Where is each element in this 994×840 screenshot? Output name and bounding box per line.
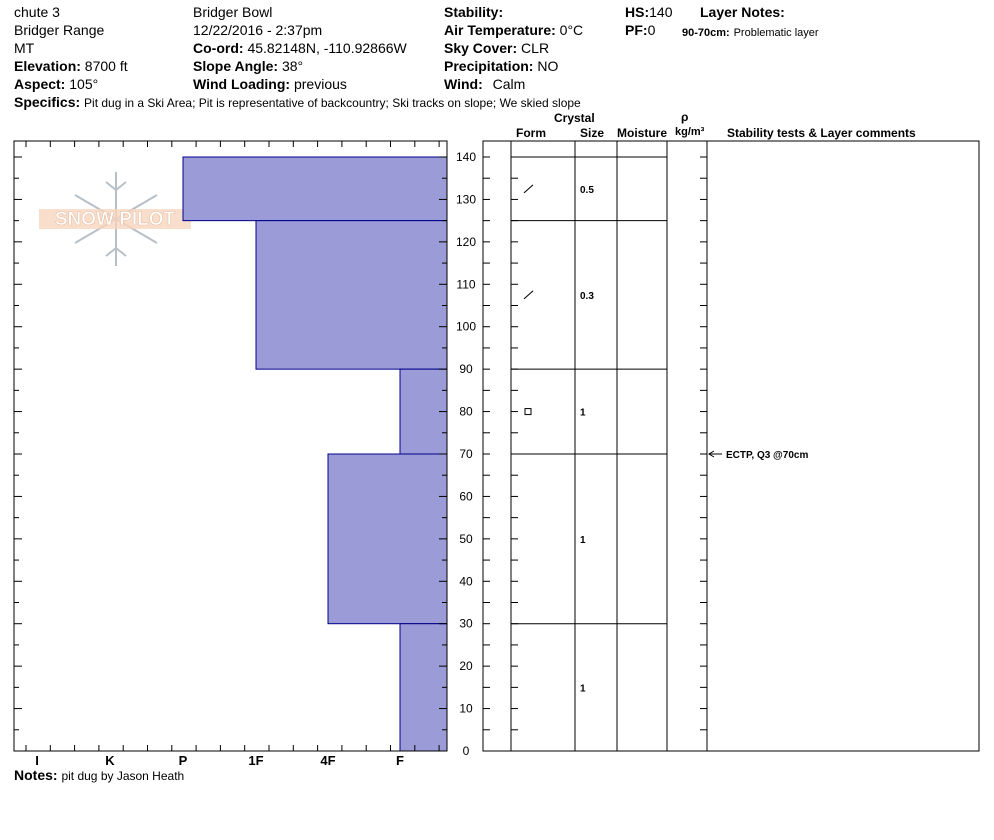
pf-value: 0 (647, 22, 656, 38)
density-rho-header: ρ (681, 110, 689, 124)
depth-tick-label: 90 (459, 362, 473, 376)
hardness-bar-4 (399, 623, 448, 752)
stability-test-label: ECTP, Q3 @70cm (726, 450, 808, 461)
layer-table-frame (482, 140, 980, 752)
hardness-tick-label: I (35, 753, 39, 768)
depth-tick-label: 80 (459, 405, 473, 419)
hs-value: 140 (649, 4, 673, 20)
coord-field: Co-ord: 45.82148N, -110.92866W (193, 39, 407, 57)
wind-loading-field: Wind Loading: previous (193, 75, 347, 93)
wind-label: Wind: (444, 76, 483, 92)
hardness-tick-label: 1F (248, 753, 263, 768)
air-temp-value: 0°C (559, 22, 584, 38)
precip-field: Precipitation: NO (444, 57, 558, 75)
specifics-field: Specifics: Pit dug in a Ski Area; Pit is… (14, 93, 581, 112)
crystal-size-value: 1 (580, 408, 586, 419)
precip-value: NO (537, 58, 559, 74)
crystal-size-value: 0.5 (580, 185, 594, 196)
crystal-size-value: 1 (580, 535, 586, 546)
depth-tick-label: 50 (459, 532, 473, 546)
layer-notes-label: Layer Notes: (700, 4, 785, 20)
hardness-tick-label: K (105, 753, 115, 768)
hardness-tick-label: 4F (320, 753, 335, 768)
pf-field: PF:0 (625, 21, 655, 39)
decomposing-fragments-icon (523, 184, 534, 194)
wind-loading-value: previous (293, 76, 347, 92)
aspect-label: Aspect: (14, 76, 66, 92)
depth-tick-label: 10 (459, 702, 473, 716)
form-header: Form (516, 126, 546, 140)
slope-value: 38° (281, 58, 304, 74)
depth-tick-label: 20 (459, 659, 473, 673)
aspect-value: 105° (69, 76, 99, 92)
decomposing-fragments-icon (523, 290, 534, 300)
depth-tick-label: 100 (456, 320, 476, 334)
stability-label: Stability: (444, 4, 504, 20)
coord-value: 45.82148N, -110.92866W (247, 40, 407, 56)
location-name: Bridger Bowl (193, 4, 273, 20)
moisture-header: Moisture (617, 126, 668, 140)
datetime: 12/22/2016 - 2:37pm (193, 22, 323, 38)
depth-tick-label: 140 (456, 150, 476, 164)
stability-tests-header: Stability tests & Layer comments (727, 126, 916, 140)
specifics-value: Pit dug in a Ski Area; Pit is representa… (84, 96, 581, 110)
air-temp-label: Air Temperature: (444, 22, 556, 38)
hardness-tick-label: P (179, 753, 188, 768)
coord-label: Co-ord: (193, 40, 244, 56)
specifics-label: Specifics: (14, 94, 81, 110)
crystal-size-value: 1 (580, 683, 586, 694)
arrowhead-icon (708, 450, 715, 458)
hardness-bar-0 (182, 156, 448, 222)
slope-field: Slope Angle: 38° (193, 57, 303, 75)
elevation-label: Elevation: (14, 58, 81, 74)
layer-note: 90-70cm: Problematic layer (682, 22, 819, 42)
depth-tick-label: 110 (456, 277, 475, 291)
size-header: Size (580, 126, 605, 140)
sky-value: CLR (521, 40, 550, 56)
depth-tick-label: 30 (459, 617, 473, 631)
wind-field: Wind: Calm (444, 75, 525, 93)
depth-tick-label: 40 (459, 574, 473, 588)
notes-field: Notes: pit dug by Jason Heath (14, 766, 184, 785)
elevation-field: Elevation: 8700 ft (14, 57, 128, 75)
layer-note-text: Problematic layer (733, 27, 819, 39)
stability-field: Stability: (444, 3, 503, 21)
pf-label: PF: (625, 22, 648, 38)
hardness-bar-3 (327, 453, 448, 625)
crystal-size-value: 0.3 (580, 291, 594, 302)
depth-tick-label: 130 (456, 192, 476, 206)
state-name: MT (14, 40, 35, 56)
hardness-plot-frame (13, 140, 448, 752)
density-unit-header: kg/m³ (675, 126, 705, 138)
depth-tick-label: 0 (463, 744, 470, 758)
air-temp-field: Air Temperature: 0°C (444, 21, 583, 39)
hs-label: HS: (625, 4, 650, 20)
slope-label: Slope Angle: (193, 58, 279, 74)
sky-label: Sky Cover: (444, 40, 518, 56)
wind-loading-label: Wind Loading: (193, 76, 291, 92)
wind-value: Calm (492, 76, 526, 92)
layer-note-range: 90-70cm: (682, 27, 730, 39)
snowflake-logo-icon: SNOW PILOT (39, 172, 191, 266)
hs-field: HS:140 (625, 3, 672, 21)
elevation-value: 8700 ft (84, 58, 128, 74)
notes-value: pit dug by Jason Heath (61, 769, 185, 783)
range-name: Bridger Range (14, 22, 105, 38)
sky-field: Sky Cover: CLR (444, 39, 549, 57)
aspect-field: Aspect: 105° (14, 75, 98, 93)
precip-label: Precipitation: (444, 58, 534, 74)
logo-text: SNOW PILOT (55, 209, 176, 230)
notes-label: Notes: (14, 767, 58, 783)
crystal-header: Crystal (554, 111, 595, 125)
hardness-tick-label: F (396, 753, 404, 768)
depth-tick-label: 70 (459, 447, 473, 461)
faceted-rounded-icon (524, 408, 532, 416)
depth-tick-label: 120 (456, 235, 476, 249)
hardness-bar-1 (255, 220, 448, 370)
pit-name: chute 3 (14, 4, 60, 20)
depth-tick-label: 60 (459, 489, 473, 503)
